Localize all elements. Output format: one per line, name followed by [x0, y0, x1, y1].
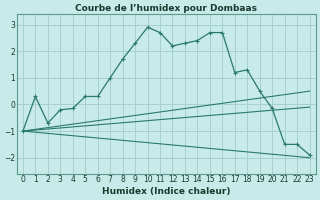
Title: Courbe de l’humidex pour Dombaas: Courbe de l’humidex pour Dombaas — [75, 4, 257, 13]
X-axis label: Humidex (Indice chaleur): Humidex (Indice chaleur) — [102, 187, 230, 196]
